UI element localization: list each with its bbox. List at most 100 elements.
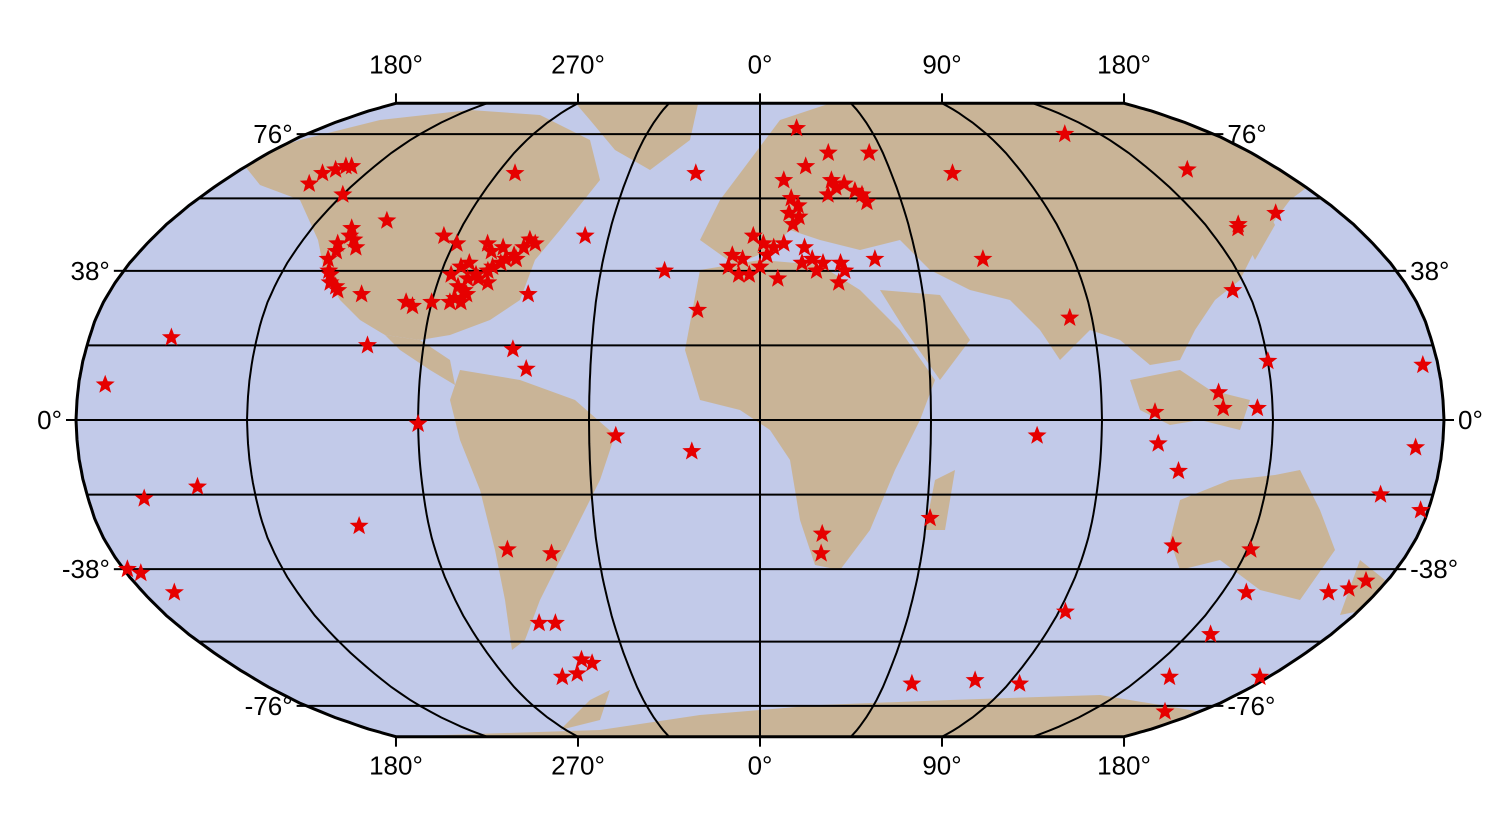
station-star-icon [161, 327, 181, 346]
top-label: 0° [748, 49, 773, 79]
station-star-icon [1209, 382, 1229, 401]
station-star-icon [829, 272, 849, 291]
station-star-icon [459, 253, 479, 272]
station-star-icon [813, 253, 833, 272]
station-star-icon [795, 237, 814, 256]
station-star-icon [686, 163, 706, 182]
station-star-icon [1241, 539, 1261, 558]
station-star-icon [655, 260, 675, 279]
station-star-icon [567, 663, 587, 682]
station-star-icon [516, 359, 536, 377]
station-star-icon [188, 476, 207, 495]
station-star-icon [575, 225, 595, 244]
station-star-icon [448, 276, 468, 295]
station-star-icon [503, 339, 523, 358]
station-star-icon [1148, 433, 1168, 452]
bottom-label: 0° [748, 751, 773, 781]
station-star-icon [328, 280, 348, 299]
station-star-icon [377, 210, 397, 229]
south-america [450, 370, 615, 650]
station-star-icon [857, 192, 877, 211]
station-star-icon [1010, 673, 1030, 692]
eurasia [700, 103, 1330, 365]
tick-marks [66, 93, 1454, 747]
station-star-icon [802, 249, 822, 268]
left-label: 0° [37, 405, 62, 435]
station-star-icon [1055, 601, 1075, 620]
right-label: 0° [1458, 405, 1483, 435]
station-star-icon [505, 163, 525, 182]
station-star-icon [451, 256, 471, 275]
station-star-icon [333, 184, 353, 203]
station-star-icon [408, 413, 428, 432]
station-star-icon [344, 229, 364, 248]
station-star-icon [811, 543, 831, 562]
station-star-icon [349, 516, 369, 535]
station-star-icon [342, 156, 362, 175]
station-star-icon [818, 142, 838, 161]
station-star-icon [1339, 578, 1359, 597]
station-star-icon [340, 225, 360, 244]
central-america [385, 335, 455, 385]
station-star-icon [1169, 461, 1188, 480]
station-star-icon [973, 249, 993, 268]
tick-labels: 180° 270° 0° 90° 180° 180° 270° 0° 90° 1… [37, 49, 1483, 780]
station-star-icon [493, 237, 513, 256]
station-star-icon [164, 582, 184, 601]
station-star-icon [757, 245, 777, 264]
station-star-icon [943, 163, 962, 182]
station-star-icon [518, 284, 538, 303]
station-star-icon [552, 667, 572, 686]
station-star-icon [834, 173, 854, 192]
station-star-icon [326, 276, 346, 295]
graticule [76, 102, 1444, 738]
station-star-icon [1163, 535, 1183, 554]
station-star-icon [1250, 667, 1270, 686]
station-star-icon [478, 260, 498, 279]
station-star-icon [346, 237, 366, 256]
right-label: -38° [1410, 554, 1458, 584]
station-star-icon [1060, 307, 1080, 326]
station-star-icon [792, 253, 812, 272]
station-star-icon [320, 272, 340, 291]
station-star-icon [478, 272, 498, 291]
station-star-icon [783, 214, 803, 233]
station-star-icon [497, 539, 517, 558]
station-star-icon [796, 156, 816, 175]
southeast-asia-islands [1130, 370, 1250, 430]
station-star-icon [753, 233, 773, 252]
right-label: 38° [1410, 256, 1449, 286]
station-star-icon [1145, 402, 1165, 421]
station-star-icon [352, 284, 372, 303]
antarctic-peninsula [560, 690, 610, 730]
station-star-icon [529, 613, 549, 632]
station-star-icon [729, 264, 749, 283]
station-star-icon [774, 170, 794, 189]
station-star-icon [520, 229, 540, 248]
station-star-icon [781, 188, 801, 207]
station-star-icon [1213, 398, 1233, 417]
greenland [560, 103, 700, 170]
station-star-icon [582, 653, 602, 672]
station-star-icon [95, 374, 115, 393]
station-star-icon [454, 280, 474, 299]
station-star-icon [768, 268, 788, 287]
station-star-icon [1223, 280, 1243, 299]
station-star-icon [852, 184, 872, 203]
bottom-label: 180° [369, 751, 423, 781]
station-star-icon [1413, 355, 1433, 374]
bottom-label: 180° [1097, 751, 1151, 781]
station-star-icon [743, 225, 763, 244]
station-star-icon [807, 260, 827, 279]
africa [685, 260, 935, 570]
station-star-icon [299, 173, 319, 192]
station-star-icon [818, 184, 838, 203]
bottom-label: 90° [922, 751, 961, 781]
station-star-icon [826, 177, 846, 196]
station-star-icon [134, 488, 154, 507]
station-star-icon [865, 249, 885, 268]
station-star-icon [920, 508, 940, 527]
bottom-label: 270° [551, 751, 605, 781]
station-star-icon [545, 613, 565, 632]
station-star-icon [831, 253, 851, 272]
